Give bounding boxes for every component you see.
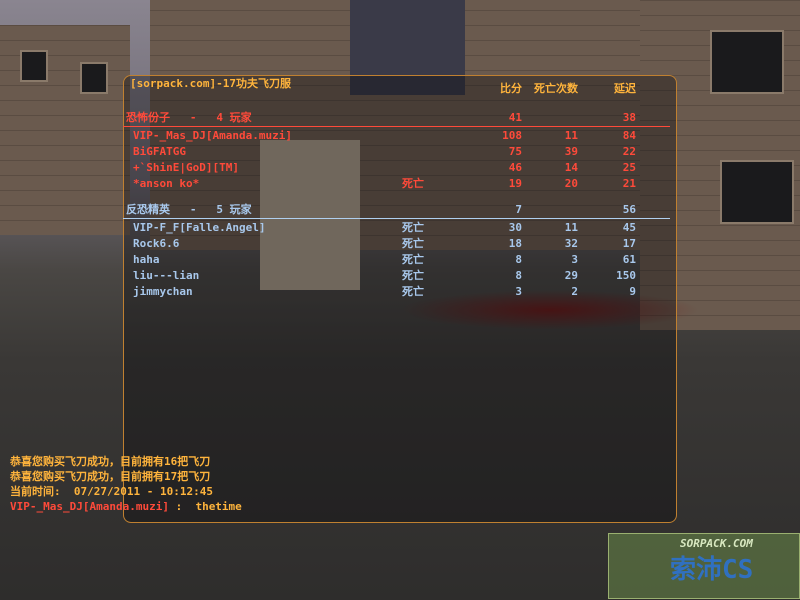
player-deaths: 20 xyxy=(564,177,578,190)
team-score: 41 xyxy=(508,111,522,124)
player-deaths: 3 xyxy=(571,253,578,266)
watermark xyxy=(608,533,800,599)
team-latency: 56 xyxy=(622,203,636,216)
player-score: 18 xyxy=(508,237,522,250)
player-latency: 150 xyxy=(616,269,636,282)
player-name: haha xyxy=(133,253,160,266)
player-deaths: 11 xyxy=(564,129,578,142)
player-deaths: 29 xyxy=(564,269,578,282)
chat-name: VIP-_Mas_DJ[Amanda.muzi] xyxy=(10,500,169,513)
separator xyxy=(123,218,670,219)
player-status: 死亡 xyxy=(402,253,424,266)
player-deaths: 2 xyxy=(571,285,578,298)
chat-line: 恭喜您购买飞刀成功，目前拥有16把飞刀 xyxy=(10,455,211,468)
player-latency: 17 xyxy=(622,237,636,250)
header-deaths: 死亡次数 xyxy=(534,82,578,95)
chat-text: : thetime xyxy=(168,500,242,513)
player-name: VIP-_Mas_DJ[Amanda.muzi] xyxy=(133,129,292,142)
player-latency: 61 xyxy=(622,253,636,266)
player-score: 8 xyxy=(515,269,522,282)
watermark-brand: 索沛CS xyxy=(670,555,754,585)
team-label: 恐怖份子 - 4 玩家 xyxy=(126,111,252,124)
blood xyxy=(400,290,700,330)
watermark-site: SORPACK.COM xyxy=(680,537,753,550)
player-score: 30 xyxy=(508,221,522,234)
player-score: 19 xyxy=(508,177,522,190)
team-score: 7 xyxy=(515,203,522,216)
player-score: 108 xyxy=(502,129,522,142)
player-status: 死亡 xyxy=(402,237,424,250)
team-label: 反恐精英 - 5 玩家 xyxy=(126,203,252,216)
chat-line: 恭喜您购买飞刀成功，目前拥有17把飞刀 xyxy=(10,470,211,483)
player-name: VIP-F_F[Falle.Angel] xyxy=(133,221,266,234)
header-score: 比分 xyxy=(500,82,522,95)
player-latency: 9 xyxy=(629,285,636,298)
window xyxy=(710,30,784,94)
player-latency: 21 xyxy=(622,177,636,190)
poster xyxy=(350,0,465,95)
player-latency: 22 xyxy=(622,145,636,158)
player-status: 死亡 xyxy=(402,221,424,234)
player-name: Rock6.6 xyxy=(133,237,180,250)
player-status: 死亡 xyxy=(402,285,424,298)
separator xyxy=(123,126,670,127)
player-name: liu---lian xyxy=(133,269,200,282)
player-deaths: 39 xyxy=(564,145,578,158)
player-score: 8 xyxy=(515,253,522,266)
player-latency: 84 xyxy=(622,129,636,142)
window xyxy=(720,160,794,224)
player-latency: 25 xyxy=(622,161,636,174)
window xyxy=(80,62,108,94)
window xyxy=(20,50,48,82)
player-status: 死亡 xyxy=(402,177,424,190)
player-name: BiGFATGG xyxy=(133,145,186,158)
chat-line: 当前时间: 07/27/2011 - 10:12:45 xyxy=(10,485,213,498)
player-latency: 45 xyxy=(622,221,636,234)
player-score: 3 xyxy=(515,285,522,298)
player-name: *anson ko* xyxy=(133,177,200,190)
player-score: 75 xyxy=(508,145,522,158)
player-status: 死亡 xyxy=(402,269,424,282)
scoreboard xyxy=(123,75,677,523)
header-latency: 延迟 xyxy=(614,82,636,95)
crate xyxy=(260,140,360,290)
team-latency: 38 xyxy=(622,111,636,124)
player-deaths: 11 xyxy=(564,221,578,234)
player-deaths: 32 xyxy=(564,237,578,250)
player-deaths: 14 xyxy=(564,161,578,174)
server-name: [sorpack.com]-17功夫飞刀服 xyxy=(130,77,291,90)
player-name: +`ShinE|GoD][TM] xyxy=(133,161,239,174)
player-score: 46 xyxy=(508,161,522,174)
player-name: jimmychan xyxy=(133,285,193,298)
